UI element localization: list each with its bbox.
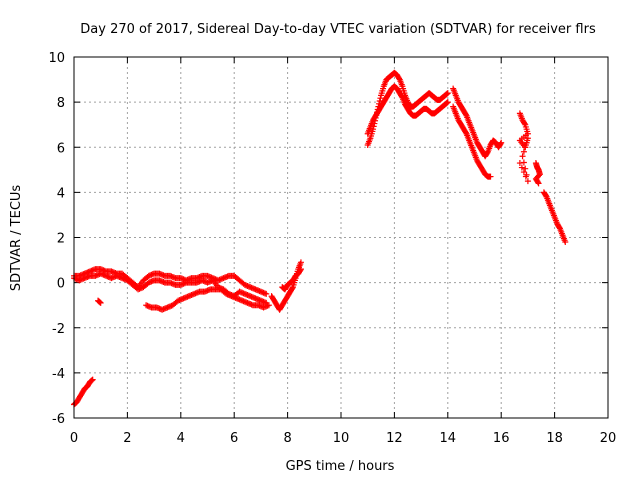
data-point — [297, 259, 304, 266]
y-tick-label: -6 — [52, 412, 65, 427]
data-point — [524, 135, 531, 142]
data-point-fill — [520, 169, 527, 176]
data-point-fill — [522, 173, 529, 180]
data-point-fill — [396, 75, 403, 82]
data-point-fill — [522, 165, 529, 172]
x-tick-label: 20 — [600, 431, 617, 446]
data-point-fill — [462, 111, 469, 118]
x-tick-label: 10 — [333, 431, 350, 446]
data-point-fill — [484, 149, 491, 156]
y-tick-label: 0 — [57, 277, 65, 292]
chart-title: Day 270 of 2017, Sidereal Day-to-day VTE… — [80, 22, 596, 37]
data-point — [524, 178, 531, 185]
x-axis-label: GPS time / hours — [286, 459, 395, 474]
data-point-fill — [377, 95, 384, 102]
grid — [74, 57, 608, 418]
x-tick-label: 4 — [177, 431, 185, 446]
data-point-fill — [289, 285, 296, 292]
data-point-fill — [297, 267, 304, 274]
data-point — [519, 153, 526, 160]
data-point — [516, 160, 523, 167]
x-tick-label: 14 — [440, 431, 457, 446]
y-tick-label: -4 — [52, 367, 65, 382]
x-tick-label: 18 — [546, 431, 563, 446]
data-point — [444, 90, 451, 97]
data-point-fill — [522, 144, 529, 151]
plot-frame — [73, 56, 609, 419]
data-point-fill — [521, 120, 528, 127]
y-axis-label: SDTVAR / TECUs — [9, 185, 24, 292]
data-point-fill — [542, 192, 549, 199]
data-point — [97, 299, 104, 306]
data-point-fill — [556, 224, 563, 231]
x-tick-label: 16 — [493, 431, 510, 446]
x-tick-label: 0 — [70, 431, 78, 446]
data-point-fill — [518, 164, 525, 171]
data-point — [487, 173, 494, 180]
data-point — [535, 180, 542, 187]
data-point-fill — [534, 179, 541, 186]
data-point-fill — [398, 93, 405, 100]
axis-ticks: 0 2 4 6 8 10 12 14 16 18 20 -6 -4 -2 0 2 4 6 8 10 — [48, 51, 616, 446]
data-point — [297, 266, 304, 273]
data-point — [498, 139, 505, 146]
y-tick-label: 8 — [57, 96, 65, 111]
x-tick-label: 6 — [230, 431, 238, 446]
data-point — [562, 239, 569, 246]
y-tick-label: 10 — [48, 51, 65, 66]
x-tick-label: 2 — [123, 431, 131, 446]
data-point — [263, 290, 270, 297]
data-point-fill — [497, 140, 504, 147]
data-point — [265, 302, 272, 309]
data-point-fill — [462, 129, 469, 136]
y-tick-label: 6 — [57, 141, 65, 156]
y-tick-label: 4 — [57, 186, 65, 201]
data-point — [89, 376, 96, 383]
y-tick-label: 2 — [57, 232, 65, 247]
x-tick-label: 12 — [386, 431, 403, 446]
y-tick-label: -2 — [52, 322, 65, 337]
data-point-fill — [523, 139, 530, 146]
x-tick-label: 8 — [283, 431, 291, 446]
data-points — [71, 69, 569, 408]
data-point — [444, 99, 451, 106]
data-point-fill — [520, 148, 527, 155]
